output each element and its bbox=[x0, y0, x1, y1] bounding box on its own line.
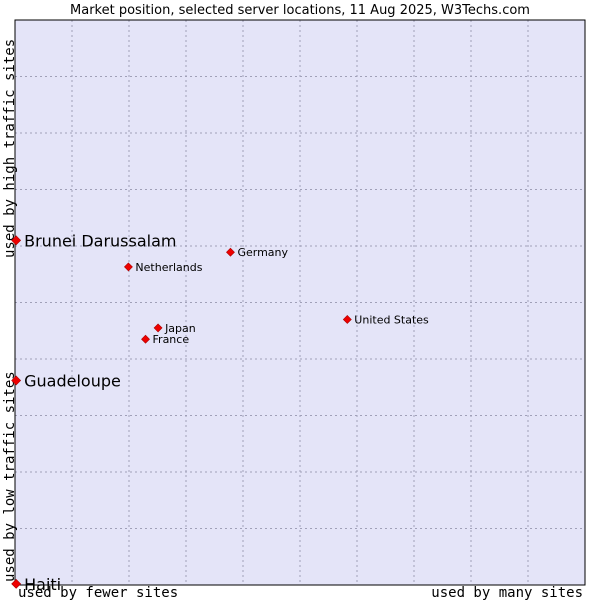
point-marker-brunei-darussalam bbox=[11, 235, 22, 246]
data-points: Brunei Darussalam Guadeloupe Haiti Germany N… bbox=[11, 231, 429, 594]
point-label-haiti: Haiti bbox=[24, 575, 61, 594]
point-label-japan: Japan bbox=[164, 322, 196, 335]
point-marker-united-states bbox=[342, 315, 352, 324]
y-axis-label-low: used by low traffic sites bbox=[2, 371, 18, 582]
point-marker-netherlands bbox=[124, 262, 133, 272]
point-label-united-states: United States bbox=[354, 313, 429, 326]
point-marker-japan bbox=[153, 323, 163, 333]
grid-lines bbox=[15, 20, 585, 585]
y-axis-label-high: used by high traffic sites bbox=[2, 39, 18, 258]
point-marker-haiti bbox=[11, 578, 22, 589]
point-marker-guadeloupe bbox=[11, 375, 22, 386]
point-label-france: France bbox=[153, 333, 190, 346]
point-label-guadeloupe: Guadeloupe bbox=[24, 371, 121, 390]
point-label-netherlands: Netherlands bbox=[135, 261, 202, 274]
point-label-brunei-darussalam: Brunei Darussalam bbox=[24, 231, 176, 250]
x-axis-label-low: used by fewer sites bbox=[18, 585, 178, 600]
point-marker-germany bbox=[226, 247, 235, 257]
point-label-germany: Germany bbox=[237, 246, 288, 259]
chart-title: Market position, selected server locatio… bbox=[70, 3, 530, 18]
point-marker-france bbox=[141, 334, 150, 344]
plot-border bbox=[14, 19, 586, 586]
x-axis-label-high: used by many sites bbox=[431, 585, 583, 600]
